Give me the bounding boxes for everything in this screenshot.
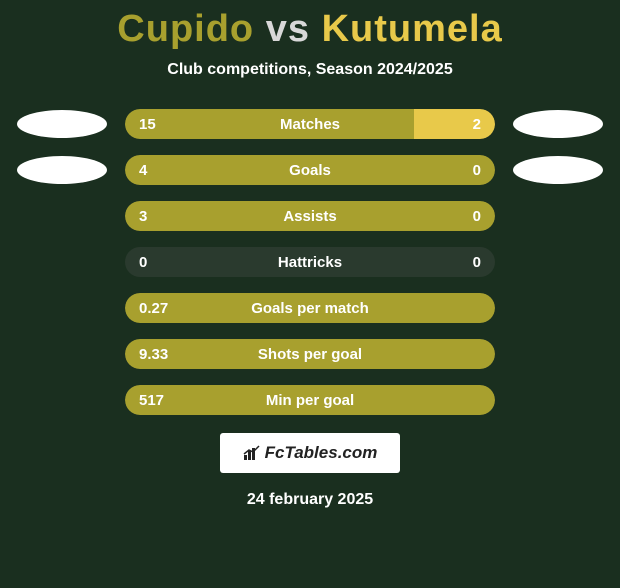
stat-row: 0.27Goals per match bbox=[0, 293, 620, 323]
team-badge-left bbox=[17, 110, 107, 138]
team-badge-right bbox=[513, 156, 603, 184]
chart-icon bbox=[243, 445, 261, 461]
logo-box: FcTables.com bbox=[220, 433, 400, 473]
player1-name: Cupido bbox=[117, 8, 254, 50]
stat-bar: 517Min per goal bbox=[125, 385, 495, 415]
stat-value-right: 0 bbox=[473, 254, 481, 271]
logo: FcTables.com bbox=[243, 443, 378, 463]
stat-label: Assists bbox=[125, 208, 495, 225]
stat-label: Hattricks bbox=[125, 254, 495, 271]
stat-row: 3Assists0 bbox=[0, 201, 620, 231]
player2-name: Kutumela bbox=[322, 8, 503, 50]
comparison-title: Cupido vs Kutumela bbox=[0, 8, 620, 51]
stat-value-right: 0 bbox=[473, 208, 481, 225]
date: 24 february 2025 bbox=[0, 491, 620, 509]
team-badge-right bbox=[513, 110, 603, 138]
team-badge-left bbox=[17, 156, 107, 184]
stat-label: Goals bbox=[125, 162, 495, 179]
stat-value-right: 2 bbox=[473, 116, 481, 133]
stat-row: 517Min per goal bbox=[0, 385, 620, 415]
stat-label: Shots per goal bbox=[125, 346, 495, 363]
stat-row: 15Matches2 bbox=[0, 109, 620, 139]
stat-row: 4Goals0 bbox=[0, 155, 620, 185]
stat-bar: 9.33Shots per goal bbox=[125, 339, 495, 369]
vs-text: vs bbox=[266, 8, 310, 50]
logo-text: FcTables.com bbox=[265, 443, 378, 463]
stat-bar: 15Matches2 bbox=[125, 109, 495, 139]
stat-bar: 0.27Goals per match bbox=[125, 293, 495, 323]
stats-area: 15Matches24Goals03Assists00Hattricks00.2… bbox=[0, 109, 620, 415]
stat-label: Min per goal bbox=[125, 392, 495, 409]
stat-row: 9.33Shots per goal bbox=[0, 339, 620, 369]
stat-bar: 3Assists0 bbox=[125, 201, 495, 231]
subtitle: Club competitions, Season 2024/2025 bbox=[0, 61, 620, 79]
stat-bar: 4Goals0 bbox=[125, 155, 495, 185]
stat-label: Matches bbox=[125, 116, 495, 133]
stat-bar: 0Hattricks0 bbox=[125, 247, 495, 277]
stat-label: Goals per match bbox=[125, 300, 495, 317]
stat-row: 0Hattricks0 bbox=[0, 247, 620, 277]
stat-value-right: 0 bbox=[473, 162, 481, 179]
